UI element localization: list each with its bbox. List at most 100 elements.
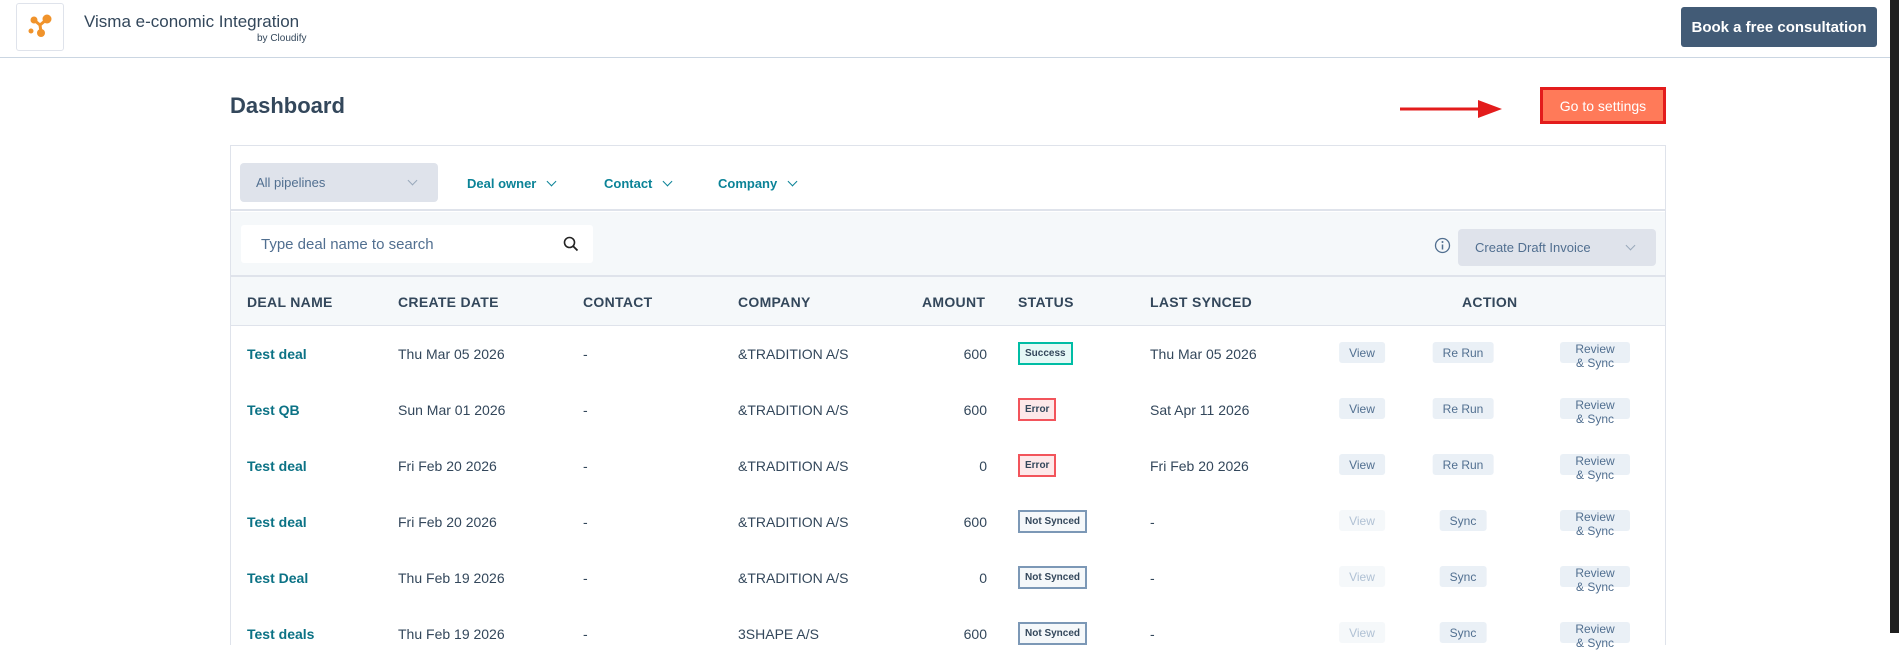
app-subtitle: by Cloudify xyxy=(257,33,307,44)
company: &TRADITION A/S xyxy=(738,514,849,530)
search-icon[interactable] xyxy=(563,236,579,252)
chevron-down-icon xyxy=(787,176,798,187)
last-synced: - xyxy=(1150,570,1155,586)
last-synced: Sat Apr 11 2026 xyxy=(1150,402,1250,418)
create-date: Thu Feb 19 2026 xyxy=(398,570,505,586)
last-synced: Fri Feb 20 2026 xyxy=(1150,458,1249,474)
create-date: Thu Feb 19 2026 xyxy=(398,626,505,642)
go-to-settings-button[interactable]: Go to settings xyxy=(1540,87,1666,124)
view-button[interactable]: View xyxy=(1339,454,1385,475)
review-sync-button[interactable]: Review & Sync xyxy=(1560,342,1630,370)
status-badge: Not Synced xyxy=(1018,622,1088,645)
contact: - xyxy=(583,514,588,530)
sync-button[interactable]: Sync xyxy=(1439,510,1487,531)
toolbar: Create Draft Invoice xyxy=(231,212,1665,277)
filter-bar: All pipelines Deal owner Contact Company xyxy=(231,146,1665,211)
rerun-button[interactable]: Re Run xyxy=(1432,398,1494,419)
chevron-down-icon xyxy=(1625,240,1636,251)
deal-name-link[interactable]: Test deal xyxy=(247,458,307,474)
deal-name-link[interactable]: Test QB xyxy=(247,402,300,418)
book-consultation-button[interactable]: Book a free consultation xyxy=(1681,7,1877,47)
company-filter[interactable]: Company xyxy=(718,176,798,191)
column-status[interactable]: STATUS xyxy=(1018,294,1074,310)
window-edge xyxy=(1890,0,1899,633)
amount: 600 xyxy=(963,514,987,530)
review-sync-button[interactable]: Review & Sync xyxy=(1560,398,1630,426)
table-body: Test deal Thu Mar 05 2026 - &TRADITION A/S 6… xyxy=(231,326,1665,662)
column-last-synced[interactable]: LAST SYNCED xyxy=(1150,294,1253,310)
company: &TRADITION A/S xyxy=(738,402,849,418)
table-row: Test QB Sun Mar 01 2026 - &TRADITION A/S 600… xyxy=(231,382,1665,438)
create-date: Fri Feb 20 2026 xyxy=(398,458,497,474)
status-badge: Success xyxy=(1018,342,1073,365)
company: &TRADITION A/S xyxy=(738,346,849,362)
amount: 600 xyxy=(963,402,987,418)
create-draft-invoice-select[interactable]: Create Draft Invoice xyxy=(1458,229,1656,266)
top-bar: Visma e-conomic Integration by Cloudify … xyxy=(0,0,1890,58)
chevron-down-icon xyxy=(662,176,673,187)
create-date: Thu Mar 05 2026 xyxy=(398,346,505,362)
column-deal-name[interactable]: DEAL NAME xyxy=(247,294,333,310)
view-button[interactable]: View xyxy=(1339,566,1385,587)
amount: 0 xyxy=(979,458,987,474)
rerun-button[interactable]: Re Run xyxy=(1432,342,1494,363)
contact: - xyxy=(583,570,588,586)
review-sync-button[interactable]: Review & Sync xyxy=(1560,566,1630,594)
pipeline-select-label: All pipelines xyxy=(256,175,326,190)
deal-name-link[interactable]: Test deal xyxy=(247,514,307,530)
column-create-date[interactable]: CREATE DATE xyxy=(398,294,499,310)
pipeline-select[interactable]: All pipelines xyxy=(240,163,438,202)
table-row: Test deal Fri Feb 20 2026 - &TRADITION A/S 0… xyxy=(231,438,1665,494)
company-label: Company xyxy=(718,176,778,191)
column-company[interactable]: COMPANY xyxy=(738,294,811,310)
create-date: Sun Mar 01 2026 xyxy=(398,402,506,418)
search-input[interactable] xyxy=(241,225,541,263)
amount: 0 xyxy=(979,570,987,586)
chevron-down-icon xyxy=(546,176,557,187)
column-amount[interactable]: AMOUNT xyxy=(922,294,986,310)
column-action: ACTION xyxy=(1462,294,1518,310)
contact: - xyxy=(583,458,588,474)
table-header: DEAL NAME CREATE DATE CONTACT COMPANY AM… xyxy=(231,277,1665,326)
contact: - xyxy=(583,346,588,362)
table-row: Test deal Fri Feb 20 2026 - &TRADITION A/S 6… xyxy=(231,494,1665,550)
company: 3SHAPE A/S xyxy=(738,626,819,642)
deal-name-link[interactable]: Test deals xyxy=(247,626,315,642)
status-badge: Error xyxy=(1018,398,1057,421)
table-row: Test Deal Thu Feb 19 2026 - &TRADITION A/S 0… xyxy=(231,550,1665,606)
chevron-down-icon xyxy=(407,175,418,186)
deal-owner-filter[interactable]: Deal owner xyxy=(467,176,557,191)
create-date: Fri Feb 20 2026 xyxy=(398,514,497,530)
view-button[interactable]: View xyxy=(1339,398,1385,419)
last-synced: - xyxy=(1150,514,1155,530)
contact-filter[interactable]: Contact xyxy=(604,176,673,191)
deal-name-link[interactable]: Test deal xyxy=(247,346,307,362)
amount: 600 xyxy=(963,346,987,362)
status-badge: Not Synced xyxy=(1018,510,1088,533)
info-icon[interactable] xyxy=(1434,237,1451,254)
view-button[interactable]: View xyxy=(1339,342,1385,363)
contact-label: Contact xyxy=(604,176,653,191)
contact: - xyxy=(583,626,588,642)
create-draft-invoice-label: Create Draft Invoice xyxy=(1475,240,1591,255)
table-row: Test deals Thu Feb 19 2026 - 3SHAPE A/S 600 N… xyxy=(231,606,1665,662)
rerun-button[interactable]: Re Run xyxy=(1432,454,1494,475)
deal-name-link[interactable]: Test Deal xyxy=(247,570,309,586)
contact: - xyxy=(583,402,588,418)
deal-owner-label: Deal owner xyxy=(467,176,537,191)
column-contact[interactable]: CONTACT xyxy=(583,294,653,310)
review-sync-button[interactable]: Review & Sync xyxy=(1560,454,1630,482)
sync-button[interactable]: Sync xyxy=(1439,566,1487,587)
last-synced: Thu Mar 05 2026 xyxy=(1150,346,1257,362)
status-badge: Not Synced xyxy=(1018,566,1088,589)
status-badge: Error xyxy=(1018,454,1057,477)
search-box xyxy=(241,225,593,263)
review-sync-button[interactable]: Review & Sync xyxy=(1560,510,1630,538)
app-logo xyxy=(16,3,64,51)
view-button[interactable]: View xyxy=(1339,510,1385,531)
deals-card: All pipelines Deal owner Contact Company… xyxy=(230,145,1666,650)
page-title: Dashboard xyxy=(230,93,345,118)
company: &TRADITION A/S xyxy=(738,458,849,474)
company: &TRADITION A/S xyxy=(738,570,849,586)
app-title: Visma e-conomic Integration xyxy=(84,12,300,31)
